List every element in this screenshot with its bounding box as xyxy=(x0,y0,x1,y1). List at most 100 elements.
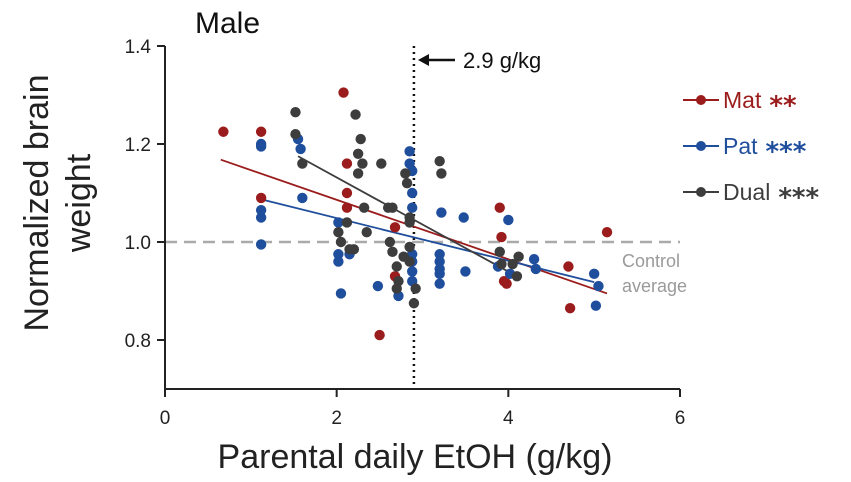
dual-point xyxy=(361,227,372,238)
legend-item-mat: Mat ** xyxy=(683,87,797,121)
x-tick-label: 0 xyxy=(160,408,171,429)
dual-point xyxy=(511,271,523,282)
dual-point xyxy=(391,283,402,294)
mat-point xyxy=(255,126,267,137)
dual-point xyxy=(358,202,370,213)
pat-point xyxy=(590,300,602,311)
legend-significance: *** xyxy=(766,137,807,167)
dual-point xyxy=(387,246,398,257)
dual-point xyxy=(350,109,361,120)
pat-point xyxy=(333,256,344,267)
dual-point xyxy=(507,258,518,270)
legend-label: Pat xyxy=(723,133,758,159)
y-tick-label: 1.0 xyxy=(125,233,151,254)
threshold-label: 2.9 g/kg xyxy=(463,48,541,73)
y-tick-label: 1.4 xyxy=(125,37,152,58)
axes: 0 2 4 6 0.8 1.0 1.2 1.4 xyxy=(125,37,686,429)
control-average-label: Control average xyxy=(622,251,687,296)
pat-point xyxy=(255,204,267,216)
control-label-line2: average xyxy=(622,276,687,296)
dual-point xyxy=(408,298,420,309)
x-tick-label: 4 xyxy=(503,408,514,429)
mat-point xyxy=(255,192,267,204)
pat-point xyxy=(407,202,418,213)
dual-point xyxy=(297,158,308,169)
pat-point xyxy=(436,207,447,218)
pat-point xyxy=(372,280,384,292)
mat-point xyxy=(341,158,353,169)
pat-point xyxy=(255,212,267,223)
dual-point xyxy=(410,283,421,294)
dual-point xyxy=(333,227,344,238)
legend-item-dual: Dual *** xyxy=(683,179,820,213)
dual-point xyxy=(513,251,524,262)
legend-item-pat: Pat *** xyxy=(683,133,807,167)
mat-point xyxy=(494,202,505,213)
dual-point xyxy=(401,178,413,189)
pat-point xyxy=(297,192,308,204)
control-label-line1: Control xyxy=(622,251,680,271)
dual-point xyxy=(436,168,447,179)
dual-point xyxy=(404,241,415,253)
y-axis-title-line2: weight xyxy=(60,153,98,253)
dual-point xyxy=(341,217,353,228)
pat-point xyxy=(407,187,418,199)
pat-point xyxy=(255,239,267,250)
dual-point xyxy=(376,158,387,169)
y-axis-title-line1: Normalized brain xyxy=(18,75,56,332)
dual-point xyxy=(387,202,398,213)
mat-point xyxy=(218,126,229,137)
y-tick-label: 0.8 xyxy=(125,331,151,352)
dual-point xyxy=(352,148,364,159)
legend-marker-dot xyxy=(696,187,706,197)
pat-point xyxy=(407,266,418,277)
dual-point xyxy=(355,133,366,145)
pat-point xyxy=(434,268,445,280)
mat-point xyxy=(341,202,353,213)
mat-point xyxy=(341,187,353,199)
dual-point xyxy=(290,106,301,118)
dual-point xyxy=(352,168,364,179)
legend-significance: ** xyxy=(769,91,797,121)
pat-fit-line xyxy=(259,198,595,284)
legend-label: Dual xyxy=(723,179,770,205)
data-points xyxy=(218,87,613,341)
dual-point xyxy=(384,236,396,248)
mat-fit-line xyxy=(220,158,608,295)
pat-point xyxy=(530,263,541,275)
pat-point xyxy=(335,288,347,299)
mat-point xyxy=(501,278,512,289)
dual-point xyxy=(290,129,301,140)
pat-point xyxy=(528,253,540,265)
dual-point xyxy=(434,155,445,167)
x-axis-title: Parental daily EtOH (g/kg) xyxy=(218,438,613,476)
dual-point xyxy=(404,256,415,267)
y-tick-label: 1.2 xyxy=(125,135,151,156)
dual-point xyxy=(348,244,360,255)
mat-point xyxy=(374,329,385,341)
reference-lines xyxy=(165,46,680,389)
legend-marker-dot xyxy=(696,95,706,105)
x-tick-label: 2 xyxy=(331,408,342,429)
pat-point xyxy=(460,266,471,277)
pat-point xyxy=(255,141,267,152)
legend: Mat ** Pat *** Dual *** xyxy=(683,87,820,213)
mat-point xyxy=(496,231,507,243)
legend-significance: *** xyxy=(778,183,819,213)
chart-title: Male xyxy=(195,7,260,40)
legend-label: Mat xyxy=(723,87,762,113)
dual-point xyxy=(496,258,507,270)
pat-point xyxy=(503,214,514,226)
pat-point xyxy=(404,146,415,157)
mat-point xyxy=(563,261,574,272)
mat-point xyxy=(601,227,613,238)
dual-point xyxy=(357,158,368,169)
x-tick-label: 6 xyxy=(675,408,686,429)
mat-point xyxy=(564,302,576,314)
pat-point xyxy=(434,256,445,267)
pat-point xyxy=(593,280,604,292)
legend-marker-dot xyxy=(696,141,706,151)
mat-point xyxy=(389,222,401,233)
mat-point xyxy=(338,87,349,98)
